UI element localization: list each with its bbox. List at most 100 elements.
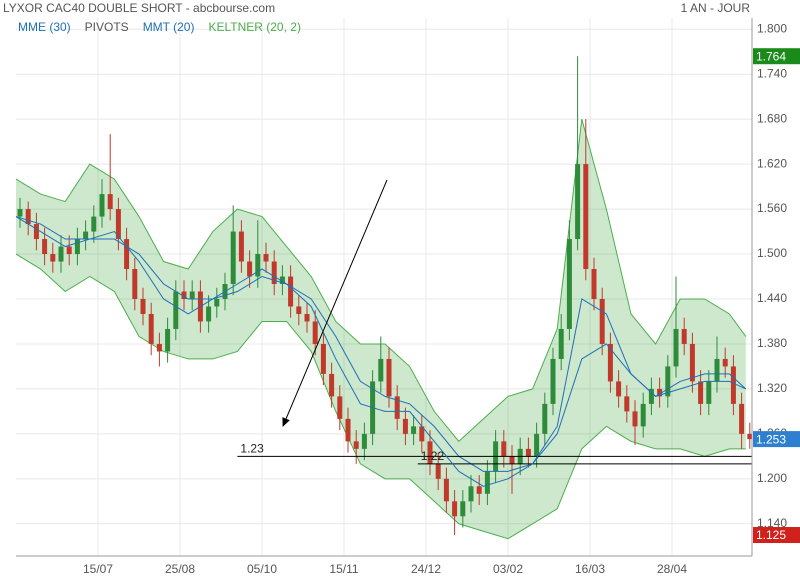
candle-body	[312, 321, 318, 344]
candle-body	[206, 306, 212, 322]
price-tag-label: 1.125	[756, 528, 786, 542]
candle-body	[681, 328, 687, 344]
candle-body	[288, 276, 294, 307]
price-tag	[753, 431, 800, 448]
candle-body	[58, 246, 64, 262]
candle-body	[165, 328, 171, 352]
candle-body	[542, 403, 548, 434]
candle-body	[575, 164, 581, 240]
candle-body	[378, 358, 384, 382]
candle-body	[648, 388, 654, 404]
candle-body	[509, 456, 515, 464]
candle-body	[501, 441, 507, 457]
price-tag-label: 1.253	[756, 432, 786, 446]
x-tick-label: 15/07	[83, 562, 113, 576]
y-tick-label: 1.680	[757, 111, 787, 125]
candle-body	[99, 194, 105, 217]
candle-body	[107, 194, 113, 210]
legend-entry: KELTNER (20, 2)	[208, 20, 300, 34]
candle-body	[255, 254, 261, 277]
candle-body	[607, 343, 613, 382]
candle-body	[591, 269, 597, 299]
candle-body	[640, 403, 646, 427]
y-tick-label: 1.140	[757, 516, 787, 530]
candle-body	[435, 463, 441, 479]
candle-body	[616, 381, 622, 397]
candle-body	[427, 441, 433, 464]
keltner-fill	[16, 119, 746, 539]
price-tag	[753, 48, 800, 65]
candle-body	[460, 501, 466, 517]
candle-body	[722, 358, 728, 367]
candle-body	[33, 224, 39, 240]
candle-body	[714, 358, 720, 382]
candle-body	[566, 239, 572, 329]
candle-body	[558, 328, 564, 359]
candle-body	[345, 418, 351, 442]
x-tick-label: 28/04	[657, 562, 687, 576]
candle-body	[279, 276, 285, 285]
candle-body	[730, 366, 736, 404]
candle-body	[747, 433, 753, 440]
candle-body	[484, 471, 490, 494]
candle-body	[320, 343, 326, 374]
chart-title: LYXOR CAC40 DOUBLE SHORT - abcbourse.com	[3, 1, 275, 15]
y-tick-label: 1.740	[757, 66, 787, 80]
y-tick-label: 1.320	[757, 381, 787, 395]
candle-body	[140, 298, 146, 314]
candle-body	[337, 396, 343, 419]
candle-body	[214, 298, 220, 307]
candle-body	[739, 403, 745, 434]
candle-body	[74, 239, 80, 255]
x-tick-label: 15/11	[329, 562, 358, 576]
candle-body	[468, 486, 474, 502]
candle-body	[91, 216, 97, 232]
candle-body	[156, 343, 162, 352]
candle-body	[124, 239, 130, 270]
keltner-upper	[15, 119, 747, 443]
candle-body	[673, 328, 679, 367]
candle-body	[271, 261, 277, 285]
candle-body	[476, 486, 482, 494]
candle-body	[706, 381, 712, 404]
y-tick-label: 1.380	[757, 336, 787, 350]
candle-body	[247, 261, 253, 277]
candle-body	[698, 381, 704, 404]
price-tag-label: 1.764	[756, 49, 786, 63]
candle-body	[361, 433, 367, 449]
legend-entry: PIVOTS	[85, 20, 129, 34]
candle-body	[534, 433, 540, 457]
y-tick-label: 1.440	[757, 291, 787, 305]
legend-entry: MME (30)	[18, 20, 71, 34]
candle-body	[419, 426, 425, 442]
candle-body	[25, 209, 31, 225]
candle-body	[189, 291, 195, 299]
price-tag	[753, 527, 800, 544]
candle-body	[443, 478, 449, 502]
candle-body	[665, 366, 671, 397]
candle-body	[296, 306, 302, 314]
candle-body	[599, 298, 605, 344]
x-tick-label: 05/10	[247, 562, 277, 576]
x-tick-label: 24/12	[411, 562, 441, 576]
candle-body	[66, 246, 72, 255]
x-tick-label: 16/03	[575, 562, 605, 576]
candle-body	[550, 358, 556, 404]
candle-body	[173, 291, 179, 329]
legend-entry: MMT (20)	[143, 20, 195, 34]
pivot-label: 1.22	[421, 449, 445, 463]
candle-body	[689, 343, 695, 382]
candle-body	[525, 448, 531, 457]
candle-body	[452, 501, 458, 517]
candle-body	[238, 231, 244, 262]
indicator-line	[15, 216, 747, 487]
y-tick-label: 1.800	[757, 21, 787, 35]
candle-body	[181, 291, 187, 299]
x-tick-label: 25/08	[165, 562, 195, 576]
candle-body	[657, 388, 663, 397]
candle-body	[42, 239, 48, 255]
period: 1 AN - JOUR	[681, 1, 751, 15]
x-tick-label: 03/02	[493, 562, 523, 576]
drawn-arrow	[282, 179, 388, 427]
